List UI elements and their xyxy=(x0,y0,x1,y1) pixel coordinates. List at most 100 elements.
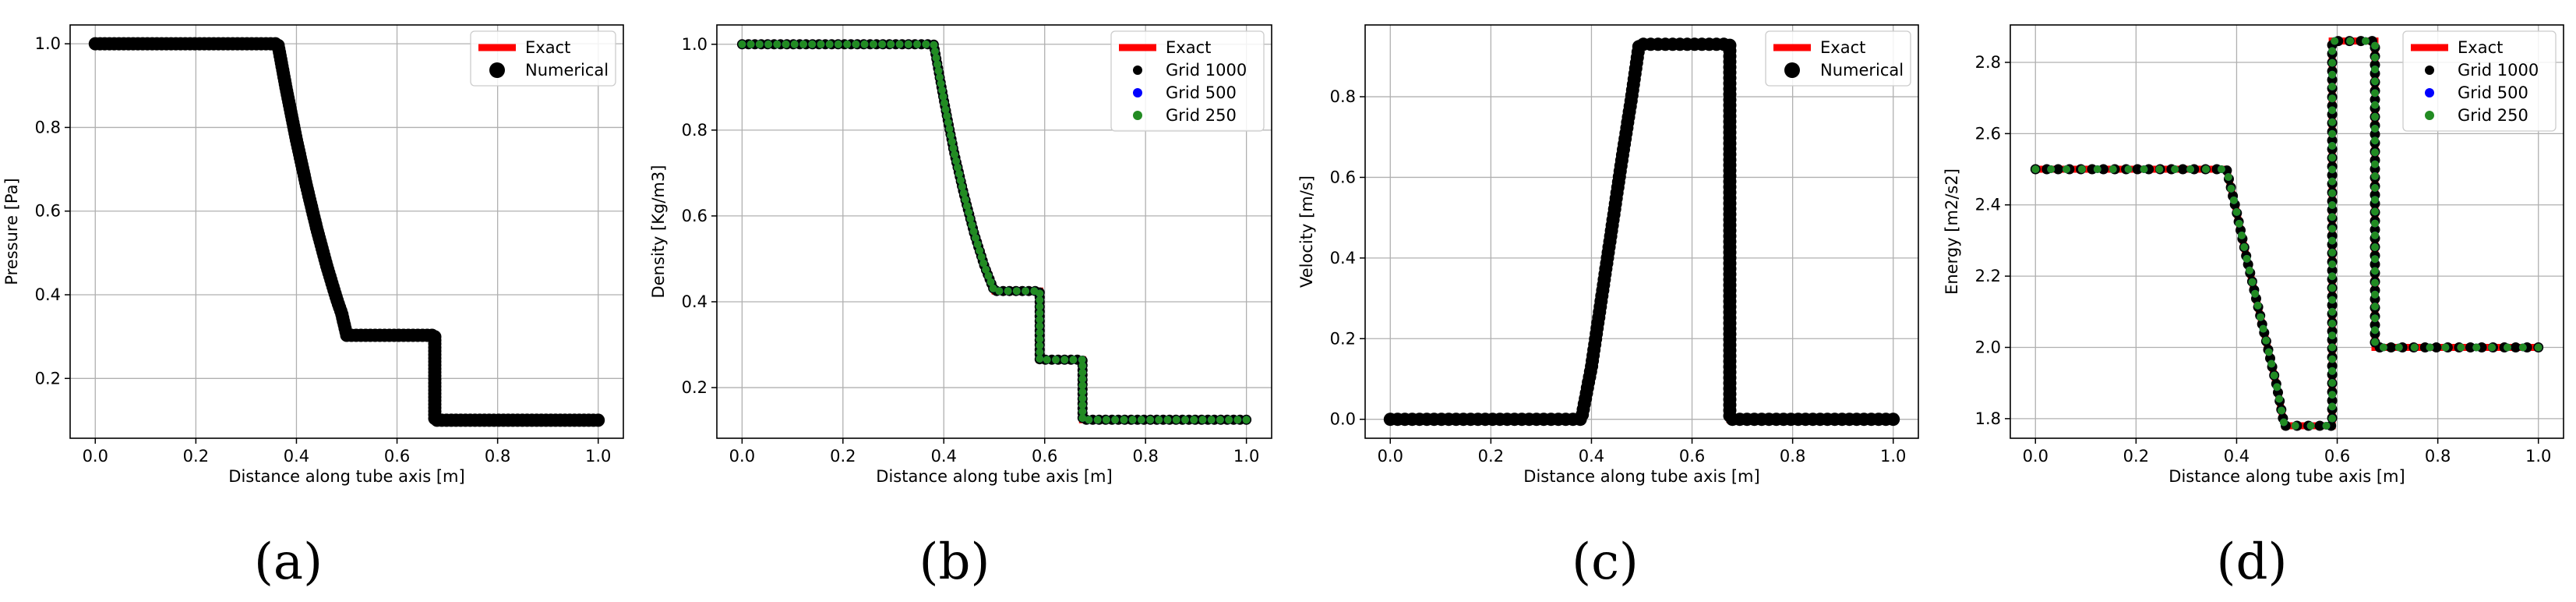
y-tick-label: 2.0 xyxy=(1975,338,2001,356)
data-point xyxy=(895,40,904,48)
data-point xyxy=(1181,416,1189,424)
data-point xyxy=(1078,401,1087,409)
data-point xyxy=(989,284,997,292)
data-point xyxy=(2328,47,2337,55)
data-point xyxy=(2371,160,2379,168)
data-point xyxy=(958,182,966,191)
legend-swatch-marker xyxy=(2425,88,2434,97)
data-point xyxy=(2371,66,2379,73)
data-point xyxy=(1036,322,1044,331)
data-point xyxy=(933,60,941,69)
data-point xyxy=(2371,184,2379,192)
data-point xyxy=(1078,407,1087,416)
data-point xyxy=(1085,416,1093,424)
x-tick-label: 0.8 xyxy=(485,447,510,466)
data-point xyxy=(934,66,943,75)
data-point xyxy=(1078,414,1087,423)
y-axis-label: Energy [m2/s2] xyxy=(1943,168,1961,295)
data-point xyxy=(963,202,971,211)
data-point xyxy=(931,47,939,55)
data-point xyxy=(1036,342,1044,350)
y-tick-label: 0.6 xyxy=(1330,168,1356,186)
data-point xyxy=(2346,37,2355,45)
data-point xyxy=(2328,236,2337,245)
data-point xyxy=(932,54,940,62)
y-tick-label: 0.8 xyxy=(682,121,708,140)
data-point xyxy=(1216,416,1224,424)
data-point xyxy=(2371,89,2379,97)
data-point xyxy=(2504,343,2511,352)
y-tick-label: 0.2 xyxy=(1330,329,1356,348)
data-point xyxy=(2232,207,2241,216)
legend-label: Grid 500 xyxy=(1166,83,1237,102)
data-point xyxy=(1242,416,1251,424)
y-tick-label: 2.8 xyxy=(1975,53,2001,72)
data-point xyxy=(913,40,921,48)
data-point xyxy=(1155,416,1163,424)
data-point xyxy=(2257,313,2265,321)
data-point xyxy=(2328,414,2337,423)
data-point xyxy=(1036,348,1044,356)
data-point xyxy=(2202,165,2210,173)
legend-label: Grid 250 xyxy=(1166,106,1237,125)
data-point xyxy=(2371,196,2379,204)
data-point xyxy=(1078,388,1087,396)
legend-box xyxy=(1110,30,1265,132)
data-point xyxy=(2328,165,2337,174)
x-tick-label: 0.6 xyxy=(384,447,410,466)
legend-label: Grid 1000 xyxy=(2458,61,2539,80)
data-point xyxy=(2328,391,2337,399)
y-tick-label: 0.6 xyxy=(35,202,61,221)
legend-label: Grid 500 xyxy=(2458,83,2528,102)
data-point xyxy=(2331,37,2339,45)
x-axis-label: Distance along tube axis [m] xyxy=(228,467,464,486)
data-point xyxy=(944,119,952,126)
data-point xyxy=(2371,303,2379,310)
data-point xyxy=(2371,53,2379,62)
data-point xyxy=(591,413,605,427)
data-point xyxy=(738,40,746,48)
data-point xyxy=(2322,422,2331,430)
legend-label: Numerical xyxy=(1820,61,1904,80)
plot-frame xyxy=(2010,24,2564,439)
data-point xyxy=(2171,165,2179,173)
data-point xyxy=(2238,231,2246,239)
data-point xyxy=(1120,416,1128,424)
y-tick-label: 0.2 xyxy=(682,378,708,397)
x-axis-label: Distance along tube axis [m] xyxy=(1523,467,1759,486)
series-line-exact xyxy=(1390,41,1893,423)
data-point xyxy=(2410,343,2419,352)
data-point xyxy=(2328,284,2337,292)
x-tick-label: 1.0 xyxy=(1880,447,1906,466)
data-point xyxy=(1060,356,1069,364)
y-tick-label: 2.6 xyxy=(1975,124,2001,143)
data-point xyxy=(969,227,978,235)
legend-swatch-marker xyxy=(1784,62,1800,78)
data-point xyxy=(2362,37,2370,45)
data-point xyxy=(2328,154,2337,162)
data-point xyxy=(1004,287,1012,296)
legend-swatch-marker xyxy=(2425,111,2434,120)
data-point xyxy=(2278,406,2285,415)
data-point xyxy=(2371,314,2379,323)
data-point xyxy=(1233,416,1242,424)
y-tick-label: 0.4 xyxy=(1330,249,1356,267)
panel-caption: (d) xyxy=(2217,533,2288,591)
data-point xyxy=(2379,343,2387,352)
data-point xyxy=(976,246,984,255)
data-point xyxy=(2279,418,2288,427)
legend-label: Exact xyxy=(525,38,570,57)
data-point xyxy=(2441,343,2450,352)
y-tick-label: 0.8 xyxy=(35,118,61,136)
data-point xyxy=(1036,309,1044,317)
x-tick-label: 0.2 xyxy=(1478,447,1504,466)
data-point xyxy=(1172,416,1180,424)
data-point xyxy=(2273,383,2281,391)
data-point xyxy=(2371,219,2379,228)
data-point xyxy=(1036,355,1044,363)
data-point xyxy=(817,40,825,48)
data-point xyxy=(956,176,965,185)
y-axis-label: Pressure [Pa] xyxy=(2,178,21,285)
data-point xyxy=(965,208,973,217)
x-tick-label: 0.4 xyxy=(284,447,309,466)
